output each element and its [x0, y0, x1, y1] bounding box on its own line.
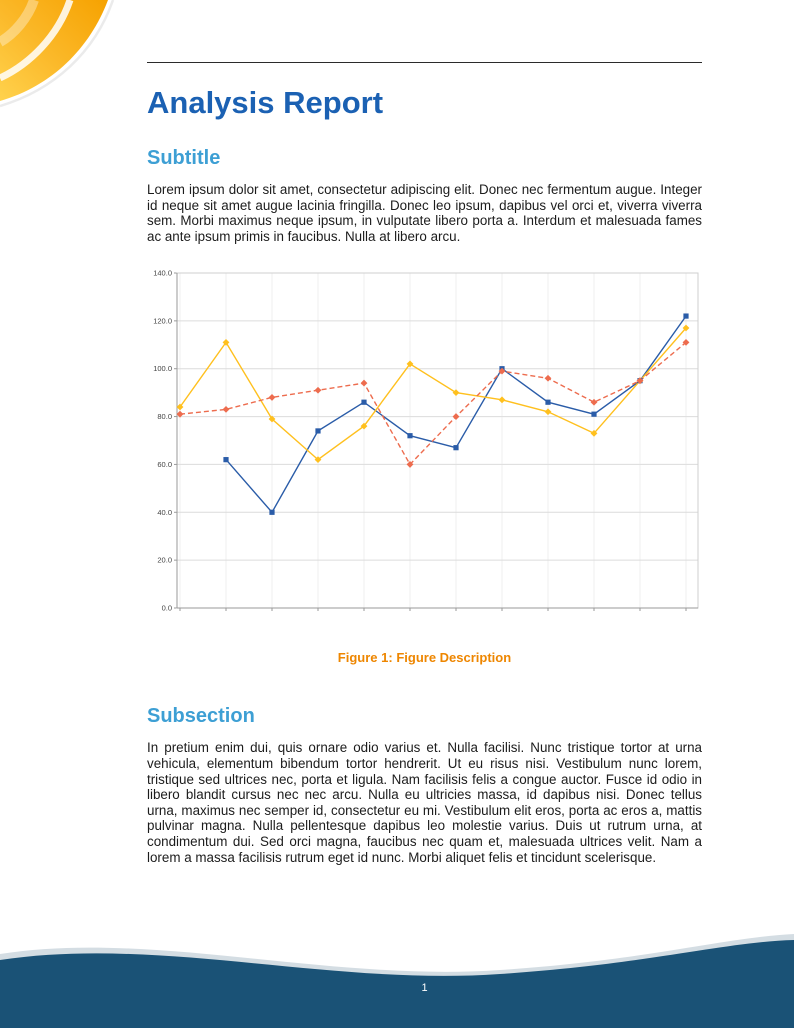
figure-1: 0.0 20.0 40.0 60.0 80.0 100.0 120.0 140.0 Figur… — [147, 265, 702, 665]
svg-text:20.0: 20.0 — [157, 556, 172, 565]
section-heading-subsection: Subsection — [147, 705, 255, 728]
svg-text:80.0: 80.0 — [157, 412, 172, 421]
corner-swoosh-decoration — [0, 0, 115, 108]
svg-text:120.0: 120.0 — [153, 317, 172, 326]
footer-wave-decoration — [0, 934, 794, 1028]
figure-caption-label: Figure 1: — [337, 650, 393, 666]
svg-text:100.0: 100.0 — [153, 365, 172, 374]
figure-caption: Figure 1: Figure Description — [147, 650, 702, 665]
paragraph-section1: Lorem ipsum dolor sit amet, consectetur … — [147, 182, 702, 244]
figure-caption-text: Figure Description — [396, 650, 512, 666]
document-content: Analysis Report Subtitle Lorem ipsum dol… — [147, 0, 702, 865]
section-heading-subtitle: Subtitle — [147, 147, 221, 169]
svg-text:0.0: 0.0 — [162, 604, 172, 613]
svg-text:140.0: 140.0 — [153, 269, 172, 278]
top-rule — [147, 62, 702, 63]
page-number: 1 — [421, 982, 428, 994]
line-chart: 0.0 20.0 40.0 60.0 80.0 100.0 120.0 140.0 — [153, 269, 699, 613]
svg-text:40.0: 40.0 — [157, 508, 172, 517]
page-title: Analysis Report — [147, 85, 384, 120]
paragraph-section2: In pretium enim dui, quis ornare odio va… — [147, 740, 702, 865]
svg-text:60.0: 60.0 — [157, 460, 172, 469]
